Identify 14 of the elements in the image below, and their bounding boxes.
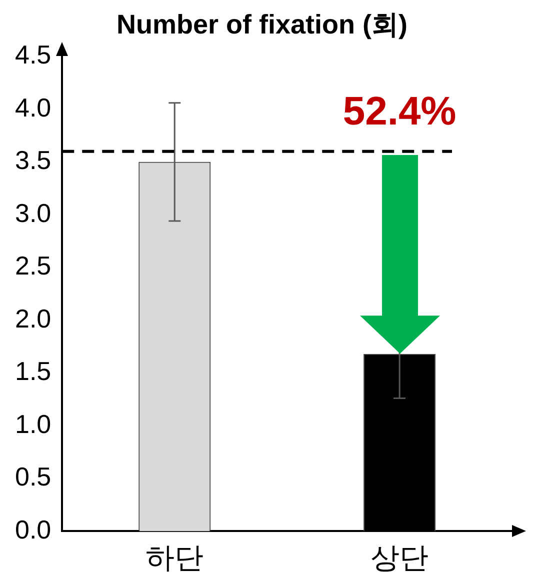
y-tick-label: 1.0: [14, 408, 52, 439]
y-tick-label: 2.0: [14, 303, 52, 334]
y-tick-label: 2.5: [14, 250, 52, 281]
annotation: 52.4%: [342, 89, 456, 134]
y-tick-label: 4.5: [14, 40, 52, 70]
y-tick-label: 0.0: [14, 514, 52, 544]
chart-title: Number of fixation (회): [116, 10, 408, 40]
y-tick-label: 3.5: [14, 145, 52, 176]
x-tick-label: 하단: [146, 542, 204, 575]
y-tick-label: 1.5: [14, 356, 52, 386]
y-tick-label: 0.5: [14, 462, 52, 492]
y-tick-label: 3.0: [14, 198, 52, 228]
y-tick-label: 4.0: [14, 92, 52, 122]
x-tick-label: 상단: [370, 542, 429, 575]
